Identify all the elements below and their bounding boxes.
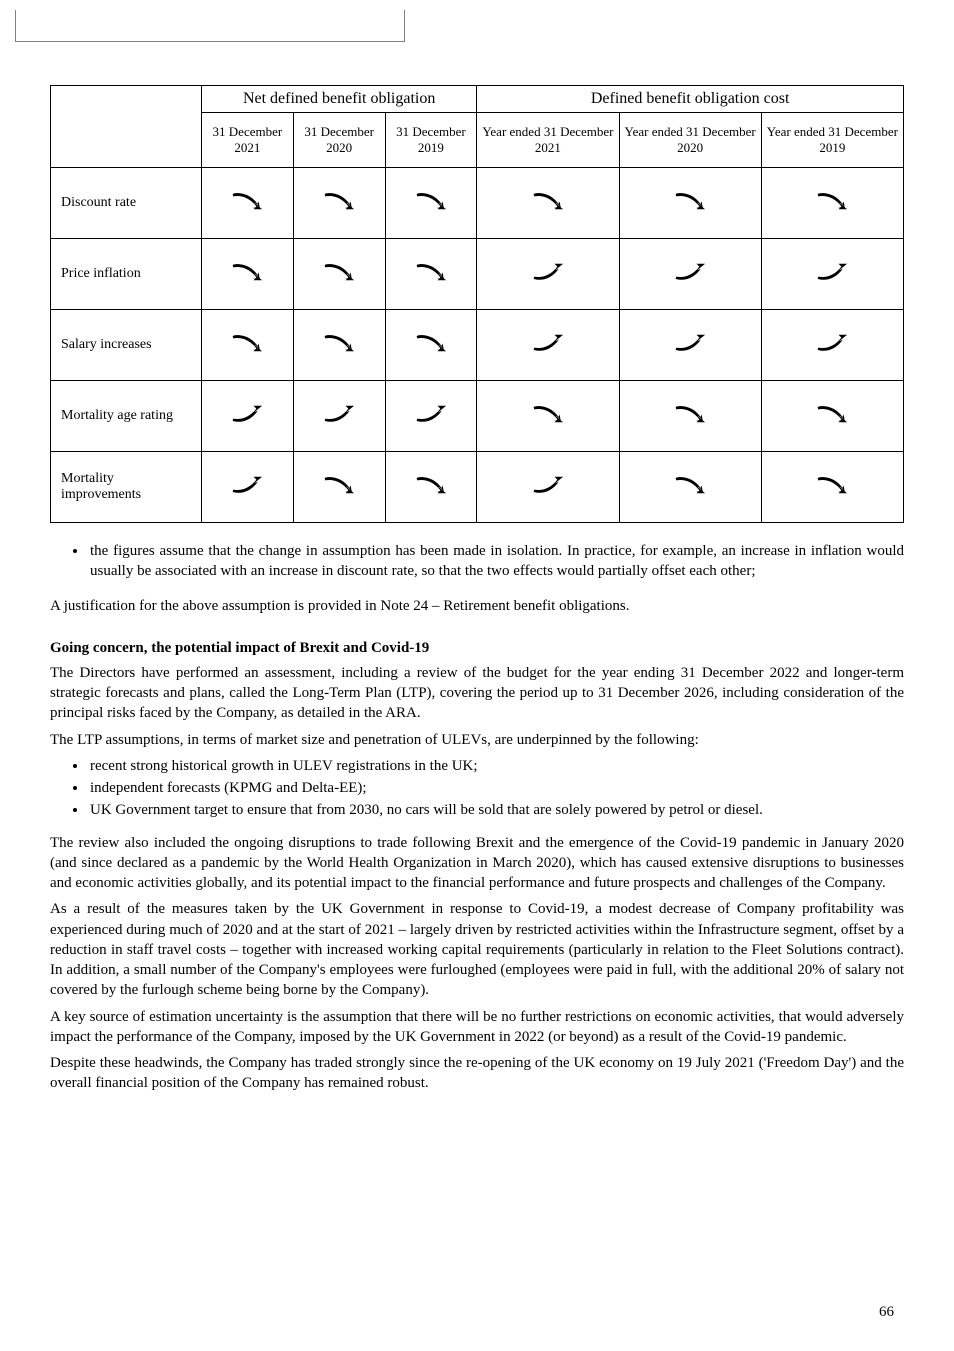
arrow-cell [761, 452, 903, 523]
arrow-cell [761, 310, 903, 381]
arrow-down-icon [229, 329, 265, 357]
list-item: recent strong historical growth in ULEV … [88, 756, 904, 776]
arrow-cell [385, 310, 477, 381]
table-sub-header: 31 December 2019 [385, 113, 477, 168]
arrow-cell [293, 310, 385, 381]
arrow-up-icon [321, 400, 357, 428]
section-para: Despite these headwinds, the Company has… [50, 1053, 904, 1094]
arrow-down-icon [229, 258, 265, 286]
table-sub-header: Year ended 31 December 2020 [619, 113, 761, 168]
section-title: Going concern, the potential impact of B… [50, 640, 904, 657]
arrow-cell [202, 452, 294, 523]
table-group-header: Defined benefit obligation cost [477, 86, 904, 113]
table-sub-header: 31 December 2020 [293, 113, 385, 168]
sensitivity-note-item: the figures assume that the change in as… [88, 541, 904, 582]
arrow-down-icon [321, 329, 357, 357]
arrow-cell [761, 168, 903, 239]
arrow-cell [477, 239, 619, 310]
top-tab [15, 10, 405, 42]
table-row: Discount rate [51, 168, 904, 239]
note-justification: A justification for the above assumption… [50, 596, 904, 616]
arrow-down-icon [321, 187, 357, 215]
arrow-down-icon [814, 187, 850, 215]
arrow-cell [202, 239, 294, 310]
arrow-down-icon [413, 187, 449, 215]
section-para: A key source of estimation uncertainty i… [50, 1007, 904, 1048]
arrow-cell [385, 381, 477, 452]
arrow-cell [477, 168, 619, 239]
arrow-up-icon [530, 258, 566, 286]
arrow-down-icon [321, 258, 357, 286]
page-number: 66 [879, 1304, 894, 1321]
arrow-cell [477, 452, 619, 523]
page: Net defined benefit obligation Defined b… [0, 0, 954, 1351]
arrow-down-icon [413, 329, 449, 357]
arrow-up-icon [229, 400, 265, 428]
row-label: Price inflation [51, 239, 202, 310]
arrow-cell [385, 452, 477, 523]
content: Net defined benefit obligation Defined b… [50, 0, 904, 1094]
ltp-assumptions-list: recent strong historical growth in ULEV … [50, 756, 904, 821]
table-sub-header: 31 December 2021 [202, 113, 294, 168]
arrow-down-icon [814, 400, 850, 428]
arrow-down-icon [672, 400, 708, 428]
arrow-down-icon [413, 471, 449, 499]
section-intro: The Directors have performed an assessme… [50, 663, 904, 724]
arrow-cell [202, 310, 294, 381]
arrow-cell [293, 239, 385, 310]
table-sub-header: Year ended 31 December 2021 [477, 113, 619, 168]
list-item: independent forecasts (KPMG and Delta-EE… [88, 778, 904, 798]
list-intro: The LTP assumptions, in terms of market … [50, 730, 904, 750]
arrow-cell [202, 381, 294, 452]
arrow-cell [385, 168, 477, 239]
table-row: Price inflation [51, 239, 904, 310]
table-corner [51, 86, 202, 168]
arrow-down-icon [530, 400, 566, 428]
row-label: Discount rate [51, 168, 202, 239]
arrow-cell [293, 381, 385, 452]
arrow-down-icon [321, 471, 357, 499]
arrow-cell [619, 452, 761, 523]
arrow-up-icon [530, 329, 566, 357]
arrow-cell [477, 381, 619, 452]
arrow-up-icon [672, 258, 708, 286]
row-label: Mortality age rating [51, 381, 202, 452]
arrow-cell [477, 310, 619, 381]
section-para: The review also included the ongoing dis… [50, 833, 904, 894]
section-para: As a result of the measures taken by the… [50, 899, 904, 1000]
arrow-cell [293, 168, 385, 239]
arrow-cell [293, 452, 385, 523]
arrow-down-icon [229, 187, 265, 215]
arrow-cell [619, 381, 761, 452]
arrow-up-icon [814, 329, 850, 357]
arrow-up-icon [814, 258, 850, 286]
arrow-up-icon [530, 471, 566, 499]
arrow-down-icon [672, 187, 708, 215]
arrow-cell [619, 310, 761, 381]
arrow-down-icon [413, 258, 449, 286]
row-label: Salary increases [51, 310, 202, 381]
row-label: Mortality improvements [51, 452, 202, 523]
arrow-cell [761, 381, 903, 452]
arrow-down-icon [672, 471, 708, 499]
table-row: Mortality age rating [51, 381, 904, 452]
arrow-up-icon [672, 329, 708, 357]
list-item: UK Government target to ensure that from… [88, 800, 904, 820]
arrow-up-icon [413, 400, 449, 428]
table-row: Mortality improvements [51, 452, 904, 523]
sensitivity-table: Net defined benefit obligation Defined b… [50, 85, 904, 523]
arrow-down-icon [530, 187, 566, 215]
arrow-up-icon [229, 471, 265, 499]
arrow-cell [619, 168, 761, 239]
table-sub-header: Year ended 31 December 2019 [761, 113, 903, 168]
arrow-cell [761, 239, 903, 310]
arrow-down-icon [814, 471, 850, 499]
arrow-cell [619, 239, 761, 310]
sensitivity-note-list: the figures assume that the change in as… [50, 541, 904, 582]
table-row: Salary increases [51, 310, 904, 381]
arrow-cell [385, 239, 477, 310]
table-group-header: Net defined benefit obligation [202, 86, 477, 113]
arrow-cell [202, 168, 294, 239]
